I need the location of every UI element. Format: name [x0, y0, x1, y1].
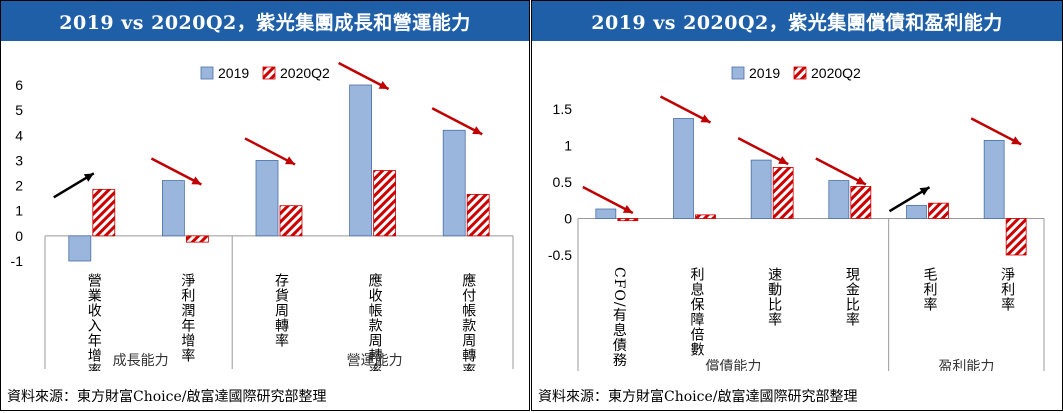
trend-arrow-down-icon	[970, 117, 1022, 146]
chart-title: 2019 vs 2020Q2，紫光集團成長和營運能力	[1, 1, 529, 41]
trend-arrow-down-icon	[737, 136, 789, 166]
y-tick-label: 2	[15, 178, 23, 194]
bar-2020q2	[928, 202, 949, 219]
bar-2019	[595, 208, 617, 219]
trend-arrow-down-icon	[582, 185, 634, 215]
category-label: 毛利率	[922, 267, 938, 312]
category-label: 淨利潤年增率	[179, 273, 195, 363]
bar-2020q2	[772, 167, 794, 219]
trend-arrow-down-icon	[244, 137, 296, 166]
bar-2020q2	[617, 218, 639, 222]
legend-label-2019: 2019	[749, 65, 780, 81]
y-tick-label: 1	[564, 138, 572, 154]
bar-2020q2	[695, 214, 716, 219]
source-note: 資料來源：東方財富Choice/啟富達國際研究部整理	[538, 389, 858, 405]
category-label: 應收帳款周轉率	[367, 272, 383, 371]
bar-2019	[349, 84, 373, 237]
bar-2020q2	[279, 205, 303, 237]
trend-arrow-down-icon	[150, 157, 202, 186]
group-label: 營運能力	[347, 353, 403, 369]
bar-2019	[906, 204, 927, 219]
y-tick-label: 6	[15, 77, 23, 93]
bar-2019	[442, 129, 466, 237]
legend-label-2020q2: 2020Q2	[811, 65, 861, 81]
category-label: 存貨周轉率	[273, 273, 289, 348]
category-label: 營業收入年增率	[86, 273, 102, 371]
y-tick-label: -0.5	[548, 247, 572, 263]
y-tick-label: 1.5	[553, 101, 573, 117]
trend-arrow-down-icon	[815, 157, 867, 186]
bar-2020q2	[373, 170, 397, 237]
group-label: 盈利能力	[938, 359, 994, 371]
trend-arrow-down-icon	[431, 107, 483, 136]
bar-2020q2	[850, 185, 872, 219]
legend-label-2019: 2019	[218, 65, 249, 81]
bar-2020q2	[185, 235, 209, 243]
chart-title: 2019 vs 2020Q2，紫光集團償債和盈利能力	[532, 1, 1062, 41]
y-tick-label: 0	[564, 211, 572, 227]
bar-2019	[161, 180, 185, 237]
group-label: 成長能力	[113, 353, 169, 369]
category-label: 利息保障倍數	[689, 267, 705, 357]
bar-2019	[750, 159, 772, 219]
bar-2020q2	[92, 188, 116, 237]
growth-operation-chart: 2019 2020Q2 6 5 4 3 2 1 0 -1 營業收入年增率 淨利潤年增率 存貨周轉率 應收帳…	[11, 61, 514, 371]
legend-swatch-2020q2	[262, 66, 276, 80]
solvency-profitability-chart-panel: 2019 vs 2020Q2，紫光集團償債和盈利能力 2019 2020Q2 1.5…	[531, 0, 1063, 411]
trend-arrow-up-icon	[888, 186, 931, 213]
bar-2019	[828, 180, 850, 219]
bar-2019	[983, 139, 1005, 219]
legend-label-2020q2: 2020Q2	[280, 65, 330, 81]
solvency-profitability-chart: 2019 2020Q2 1.5 1 0.5 0 -0.5 CFO/有息債務 利息保障倍數 速動比率…	[548, 65, 1045, 371]
category-label: CFO/有息債務	[611, 267, 627, 368]
y-tick-label: -1	[11, 253, 24, 269]
y-tick-label: 1	[15, 203, 23, 219]
y-tick-label: 4	[15, 127, 23, 143]
y-tick-label: 0	[15, 228, 23, 244]
bar-2020q2	[466, 193, 490, 237]
category-label: 現金比率	[844, 267, 860, 327]
y-tick-label: 0.5	[553, 174, 573, 190]
bar-2019	[255, 160, 279, 237]
category-label: 應付帳款周轉率	[460, 272, 476, 371]
bar-2019	[68, 235, 92, 262]
y-tick-label: 5	[15, 102, 23, 118]
trend-arrow-down-icon	[338, 61, 390, 91]
trend-arrow-down-icon	[659, 95, 712, 124]
legend-swatch-2019	[200, 66, 214, 80]
growth-operation-chart-panel: 2019 vs 2020Q2，紫光集團成長和營運能力 2019 2020Q2 6 5 4…	[0, 0, 530, 411]
trend-arrow-up-icon	[53, 172, 95, 199]
bar-2019	[673, 118, 694, 219]
category-label: 速動比率	[766, 267, 782, 327]
source-note: 資料來源：東方財富Choice/啟富達國際研究部整理	[7, 389, 327, 405]
legend-swatch-2019	[731, 66, 745, 80]
legend-swatch-2020q2	[793, 66, 807, 80]
group-label: 償債能力	[705, 359, 761, 371]
bar-2020q2	[1005, 218, 1027, 256]
category-label: 淨利率	[999, 267, 1015, 312]
y-tick-label: 3	[15, 152, 23, 168]
